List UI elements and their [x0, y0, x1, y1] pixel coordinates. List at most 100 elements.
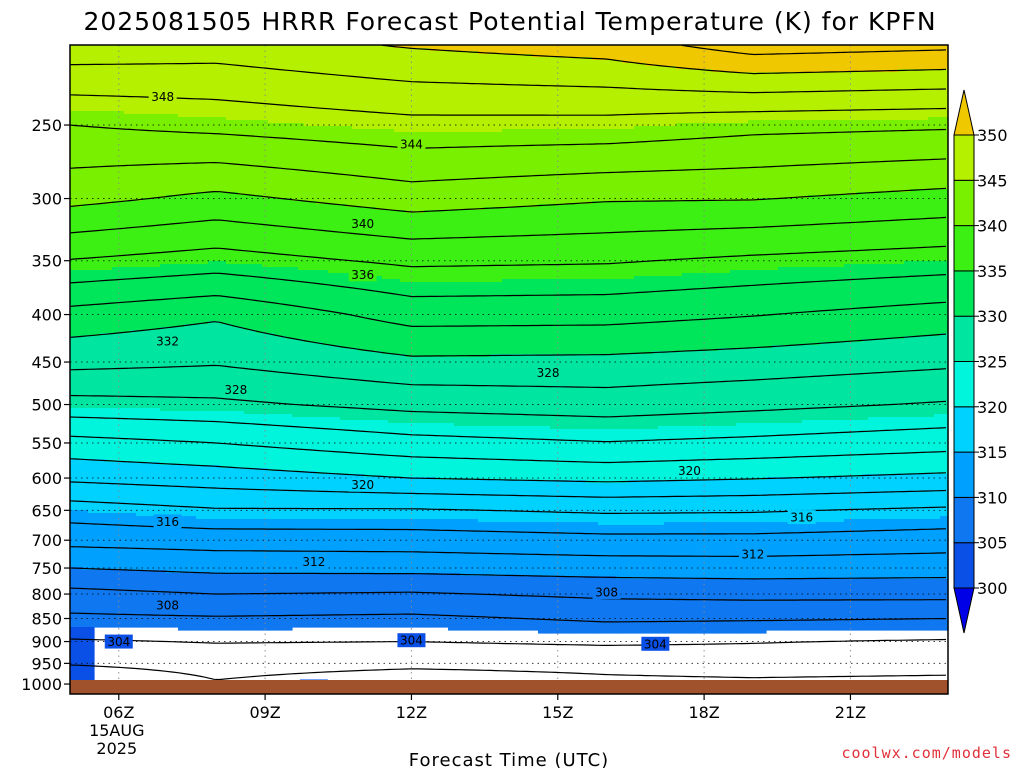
- contour-lines: [69, 44, 947, 681]
- colorbar-label: 350: [977, 126, 1008, 145]
- contour-label-bg: [104, 634, 133, 649]
- colorbar-swatch: [953, 496, 975, 544]
- contour-line: [69, 435, 947, 464]
- contour-line: [69, 394, 947, 418]
- contour-label-bg: [153, 333, 182, 348]
- y-tick-label: 500: [31, 396, 62, 415]
- contour-label-bg: [348, 477, 377, 492]
- contour-line: [69, 458, 947, 483]
- contour-label: 328: [224, 383, 247, 397]
- contour-label: 304: [644, 637, 667, 651]
- contour-label-bg: [153, 514, 182, 529]
- contour-line: [69, 546, 947, 558]
- contour-label-bg: [299, 554, 328, 569]
- contour-label-bg: [221, 382, 250, 397]
- colorbar-label: 335: [977, 262, 1008, 281]
- contour-line: [69, 522, 947, 535]
- colorbar-label: 330: [977, 307, 1008, 326]
- contour-label: 348: [151, 90, 174, 104]
- contour-line: [69, 567, 947, 580]
- y-tick-label: 1000: [21, 675, 62, 694]
- contour-label: 316: [790, 511, 813, 525]
- colorbar-swatch: [953, 225, 975, 272]
- contour-label: 312: [741, 547, 764, 561]
- colorbar-label: 315: [977, 443, 1008, 462]
- colorbar-label: 345: [977, 171, 1008, 190]
- y-tick-label: 350: [31, 252, 62, 271]
- y-tick-label: 850: [31, 610, 62, 629]
- x-tick-label: 06Z: [103, 703, 134, 722]
- colorbar-swatch: [953, 451, 975, 498]
- x-tick-sublabel: 2025: [96, 739, 137, 758]
- contour-label: 312: [302, 555, 325, 569]
- x-tick-label: 12Z: [396, 703, 427, 722]
- contour-line: [69, 216, 947, 240]
- y-tick-label: 800: [31, 585, 62, 604]
- x-tick-label: 21Z: [835, 703, 866, 722]
- contour-labels: 348 344 340 336 332 328 328 320 320 316 316 312 312 3…: [104, 89, 816, 694]
- contour-label-bg: [153, 598, 182, 613]
- contour-line: [69, 245, 947, 268]
- contour-line: [69, 612, 946, 623]
- colorbar-swatch: [953, 179, 975, 227]
- ground-layer: [70, 680, 948, 694]
- contour-line: [69, 416, 947, 443]
- y-tick-label: 600: [31, 469, 62, 488]
- colorbar-swatch: [953, 361, 975, 408]
- contour-label-bg: [348, 216, 377, 231]
- colorbar-min-triangle: [953, 587, 975, 634]
- y-tick-label: 900: [31, 633, 62, 652]
- contour-line: [69, 124, 947, 150]
- x-tick-label: 18Z: [688, 703, 719, 722]
- contour-label: 340: [351, 217, 374, 231]
- colorbar-label: 300: [977, 579, 1008, 598]
- contour-line: [69, 481, 947, 498]
- pressure-axis: 250 300 350 400 450 500 550 600 650 700 750 800 850 9…: [21, 116, 70, 694]
- x-tick-label: 09Z: [249, 703, 280, 722]
- contour-label: 304: [400, 634, 423, 648]
- contour-label-bg: [397, 633, 426, 648]
- contour-label-bg: [534, 365, 563, 380]
- contour-line: [69, 294, 947, 327]
- contour-line: [69, 364, 947, 389]
- plot-frame: [69, 44, 949, 695]
- contour-line: [69, 94, 947, 116]
- colorbar-swatch: [953, 315, 975, 363]
- y-tick-label: 750: [31, 559, 62, 578]
- contour-label-bg: [641, 636, 670, 651]
- filled-contours: [70, 45, 949, 685]
- contour-line: [381, 44, 947, 75]
- colorbar-swatch: [953, 542, 975, 589]
- colorbar-swatch: [953, 134, 975, 181]
- contour-line: [69, 638, 947, 647]
- chart-title: 2025081505 HRRR Forecast Potential Tempe…: [83, 7, 936, 36]
- contour-line: [69, 187, 947, 213]
- contour-label: 328: [537, 366, 560, 380]
- contour-line: [69, 321, 947, 357]
- contour-line: [69, 272, 947, 298]
- contour-label-bg: [148, 89, 177, 104]
- y-tick-label: 650: [31, 501, 62, 520]
- contour-label-bg: [348, 267, 377, 282]
- colorbar-label: 305: [977, 534, 1008, 553]
- contour-label-bg: [675, 463, 704, 478]
- contour-label: 332: [156, 334, 179, 348]
- y-tick-label: 700: [31, 531, 62, 550]
- y-tick-label: 950: [31, 654, 62, 673]
- colorbar-swatch: [953, 406, 975, 453]
- contour-label: 320: [678, 464, 701, 478]
- contour-line: [69, 158, 947, 183]
- y-tick-label: 250: [31, 116, 62, 135]
- contour-label: 320: [351, 478, 374, 492]
- x-axis-label: Forecast Time (UTC): [409, 750, 609, 768]
- colorbar-label: 310: [977, 488, 1008, 507]
- colorbar-max-triangle: [953, 89, 975, 136]
- y-tick-label: 300: [31, 190, 62, 209]
- contour-label-bg: [397, 136, 426, 151]
- colorbar-swatch: [953, 270, 975, 317]
- y-tick-label: 400: [31, 306, 62, 325]
- colorbar-label: 320: [977, 398, 1008, 417]
- contour-label: 316: [156, 515, 179, 529]
